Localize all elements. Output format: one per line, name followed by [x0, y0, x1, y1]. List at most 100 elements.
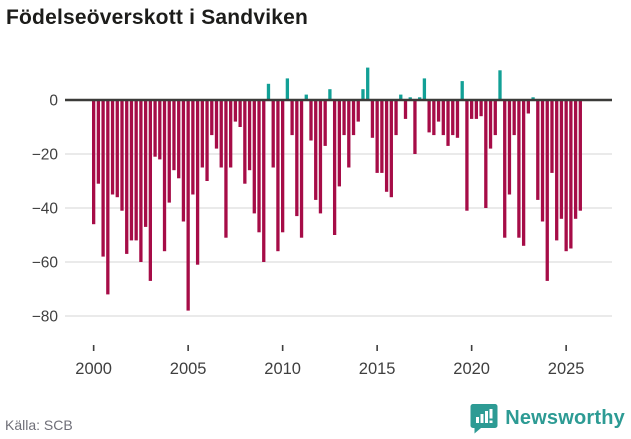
x-axis-tick-label: 2015 [359, 360, 396, 378]
bar-2005q4 [200, 100, 204, 168]
bar-2004q2 [172, 100, 176, 171]
bar-2008q1 [243, 100, 247, 184]
bar-2005q3 [195, 100, 200, 265]
bar-2013q2 [342, 100, 346, 136]
bar-2018q4 [446, 100, 450, 146]
bar-2009q1 [262, 100, 266, 262]
bar-2008q2 [247, 100, 252, 171]
bar-2001q4 [125, 100, 129, 254]
bar-2021q2 [493, 100, 497, 136]
bar-2000q3 [101, 100, 105, 257]
bar-2011q1 [299, 100, 304, 238]
bar-2007q3 [233, 100, 238, 122]
bar-2016q1 [394, 100, 398, 136]
bar-2015q4 [389, 100, 393, 198]
bar-2023q4 [540, 100, 545, 222]
bar-2002q4 [143, 100, 148, 227]
bar-2007q2 [229, 100, 233, 168]
bar-2004q4 [181, 100, 186, 222]
bar-2003q1 [148, 100, 152, 281]
bar-2020q2 [474, 100, 479, 119]
bar-2010q2 [285, 78, 290, 100]
bar-2010q4 [295, 100, 299, 217]
bar-2015q1 [375, 100, 379, 173]
bar-2020q1 [470, 100, 474, 119]
newsworthy-brand: Newsworthy [470, 402, 625, 434]
bar-2024q4 [559, 100, 564, 219]
bar-2016q2 [399, 94, 403, 100]
bar-2017q1 [413, 100, 417, 154]
bar-2025q3 [573, 100, 578, 219]
bar-2002q1 [129, 100, 134, 241]
x-axis-tick-label: 2010 [264, 360, 301, 378]
bar-2024q2 [550, 100, 554, 173]
bar-2019q1 [451, 100, 455, 136]
bar-2019q3 [460, 81, 464, 100]
bar-2009q2 [266, 83, 271, 100]
bar-2000q2 [96, 100, 101, 184]
bar-2024q1 [545, 100, 549, 281]
bar-2001q1 [110, 100, 115, 195]
x-axis-tick-label: 2000 [75, 360, 112, 378]
bar-2014q4 [370, 100, 375, 138]
bar-2021q1 [488, 100, 493, 149]
bar-2004q3 [177, 100, 181, 179]
x-axis-tick-label: 2005 [170, 360, 207, 378]
y-axis-tick-label: −80 [32, 309, 59, 326]
source-caption: Källa: SCB [5, 417, 73, 433]
bar-2006q4 [219, 100, 223, 168]
bar-2012q1 [318, 100, 323, 214]
bar-2004q1 [167, 100, 171, 203]
bar-2017q3 [422, 78, 427, 100]
bar-2013q1 [337, 100, 341, 187]
bar-2005q1 [186, 100, 190, 311]
bar-2008q4 [257, 100, 261, 233]
bar-2014q1 [356, 100, 360, 122]
bar-2013q3 [347, 100, 351, 168]
bar-2022q2 [512, 100, 516, 136]
bar-2025q1 [564, 100, 568, 252]
bar-2019q4 [465, 100, 469, 211]
bar-2015q2 [380, 100, 384, 173]
y-axis-tick-label: −20 [32, 147, 59, 164]
bar-2015q3 [384, 100, 389, 192]
bar-2023q3 [536, 100, 540, 200]
chart-title: Födelseöverskott i Sandviken [6, 6, 309, 29]
bar-2020q3 [479, 100, 483, 117]
bar-2017q2 [418, 97, 422, 100]
bar-2011q3 [309, 100, 313, 141]
bar-2003q3 [158, 100, 162, 160]
bar-2012q3 [328, 89, 332, 100]
bar-2009q3 [271, 100, 275, 168]
bar-2002q2 [134, 100, 138, 241]
bar-2000q1 [92, 100, 96, 225]
newsworthy-brand-text: Newsworthy [505, 406, 625, 429]
bar-2003q2 [153, 100, 157, 157]
bar-2018q2 [436, 100, 441, 122]
bar-2022q1 [507, 100, 512, 195]
bar-2003q4 [162, 100, 167, 252]
bar-2008q3 [252, 100, 256, 214]
bar-2019q2 [455, 100, 460, 138]
bar-2011q2 [304, 94, 308, 100]
bar-2022q4 [521, 100, 526, 246]
bar-2010q1 [281, 100, 285, 233]
bar-2011q4 [314, 100, 318, 200]
bar-2002q3 [139, 100, 143, 262]
bar-2007q4 [238, 100, 242, 127]
bar-2001q3 [120, 100, 124, 211]
bar-2016q3 [403, 100, 408, 119]
bar-2023q2 [531, 97, 535, 100]
x-axis-tick-label: 2020 [453, 360, 490, 378]
bar-2014q3 [366, 67, 370, 100]
bar-2021q4 [503, 100, 507, 238]
bar-2007q1 [224, 100, 228, 238]
y-axis-tick-label: −40 [32, 201, 59, 218]
bar-2006q2 [210, 100, 214, 136]
bar-2014q2 [361, 89, 365, 100]
bar-2022q3 [517, 100, 521, 238]
bar-2012q4 [332, 100, 337, 235]
bar-2016q4 [408, 97, 412, 100]
